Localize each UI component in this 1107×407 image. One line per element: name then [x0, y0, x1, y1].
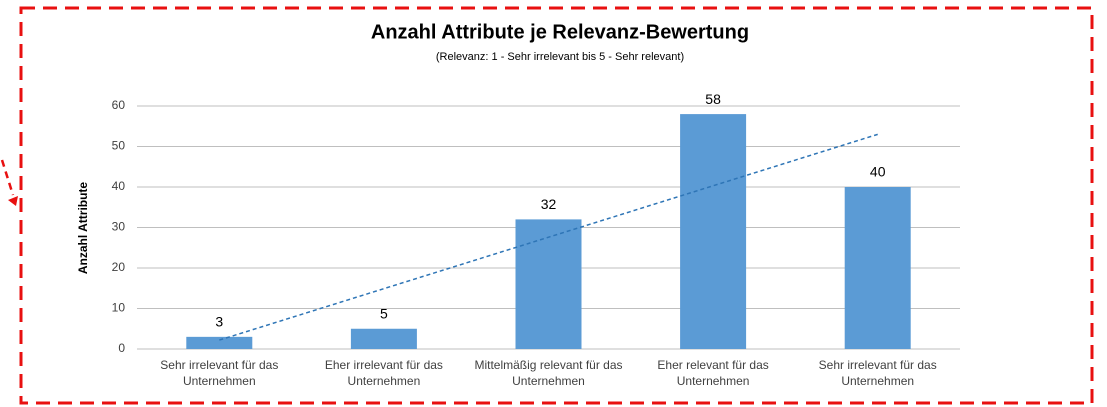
bar	[515, 219, 582, 349]
arrow-head	[8, 196, 18, 206]
data-label: 32	[541, 196, 557, 212]
x-tick-label-box: Sehr irrelevant für das Unternehmen	[818, 358, 937, 388]
x-tick-label: Sehr irrelevant für das Unternehmen	[818, 358, 937, 388]
y-tick-label: 20	[112, 260, 126, 274]
highlight-border	[19, 6, 1094, 405]
x-tick-label: Eher relevant für das Unternehmen	[657, 358, 769, 388]
y-tick-label: 50	[112, 139, 126, 153]
y-tick-label: 0	[118, 341, 125, 355]
bar	[680, 114, 747, 349]
y-tick-label: 60	[112, 98, 126, 112]
y-tick-label: 30	[112, 220, 126, 234]
data-label: 40	[870, 164, 886, 180]
bar	[350, 328, 417, 349]
x-tick-label-box: Eher irrelevant für das Unternehmen	[324, 358, 443, 388]
x-tick-label-box: Sehr irrelevant für das Unternehmen	[160, 358, 279, 388]
x-tick-label: Eher irrelevant für das Unternehmen	[324, 358, 443, 388]
y-tick-label: 10	[112, 301, 126, 315]
bar	[844, 187, 911, 349]
x-tick-label: Mittelmäßig relevant für das Unternehmen	[474, 358, 623, 388]
y-axis-label: Anzahl Attribute	[76, 182, 90, 275]
data-label: 58	[705, 91, 721, 107]
data-label: 5	[380, 305, 388, 321]
x-tick-label: Sehr irrelevant für das Unternehmen	[160, 358, 279, 388]
trendline	[219, 133, 878, 341]
bar	[186, 336, 253, 349]
data-label: 3	[215, 314, 223, 330]
chart-subtitle: (Relevanz: 1 - Sehr irrelevant bis 5 - S…	[436, 51, 684, 63]
arrow-line	[0, 159, 15, 196]
x-tick-label-box: Eher relevant für das Unternehmen	[657, 358, 769, 388]
y-tick-label: 40	[112, 179, 126, 193]
x-tick-label-box: Mittelmäßig relevant für das Unternehmen	[474, 358, 623, 388]
chart-title: Anzahl Attribute je Relevanz-Bewertung	[371, 21, 749, 43]
